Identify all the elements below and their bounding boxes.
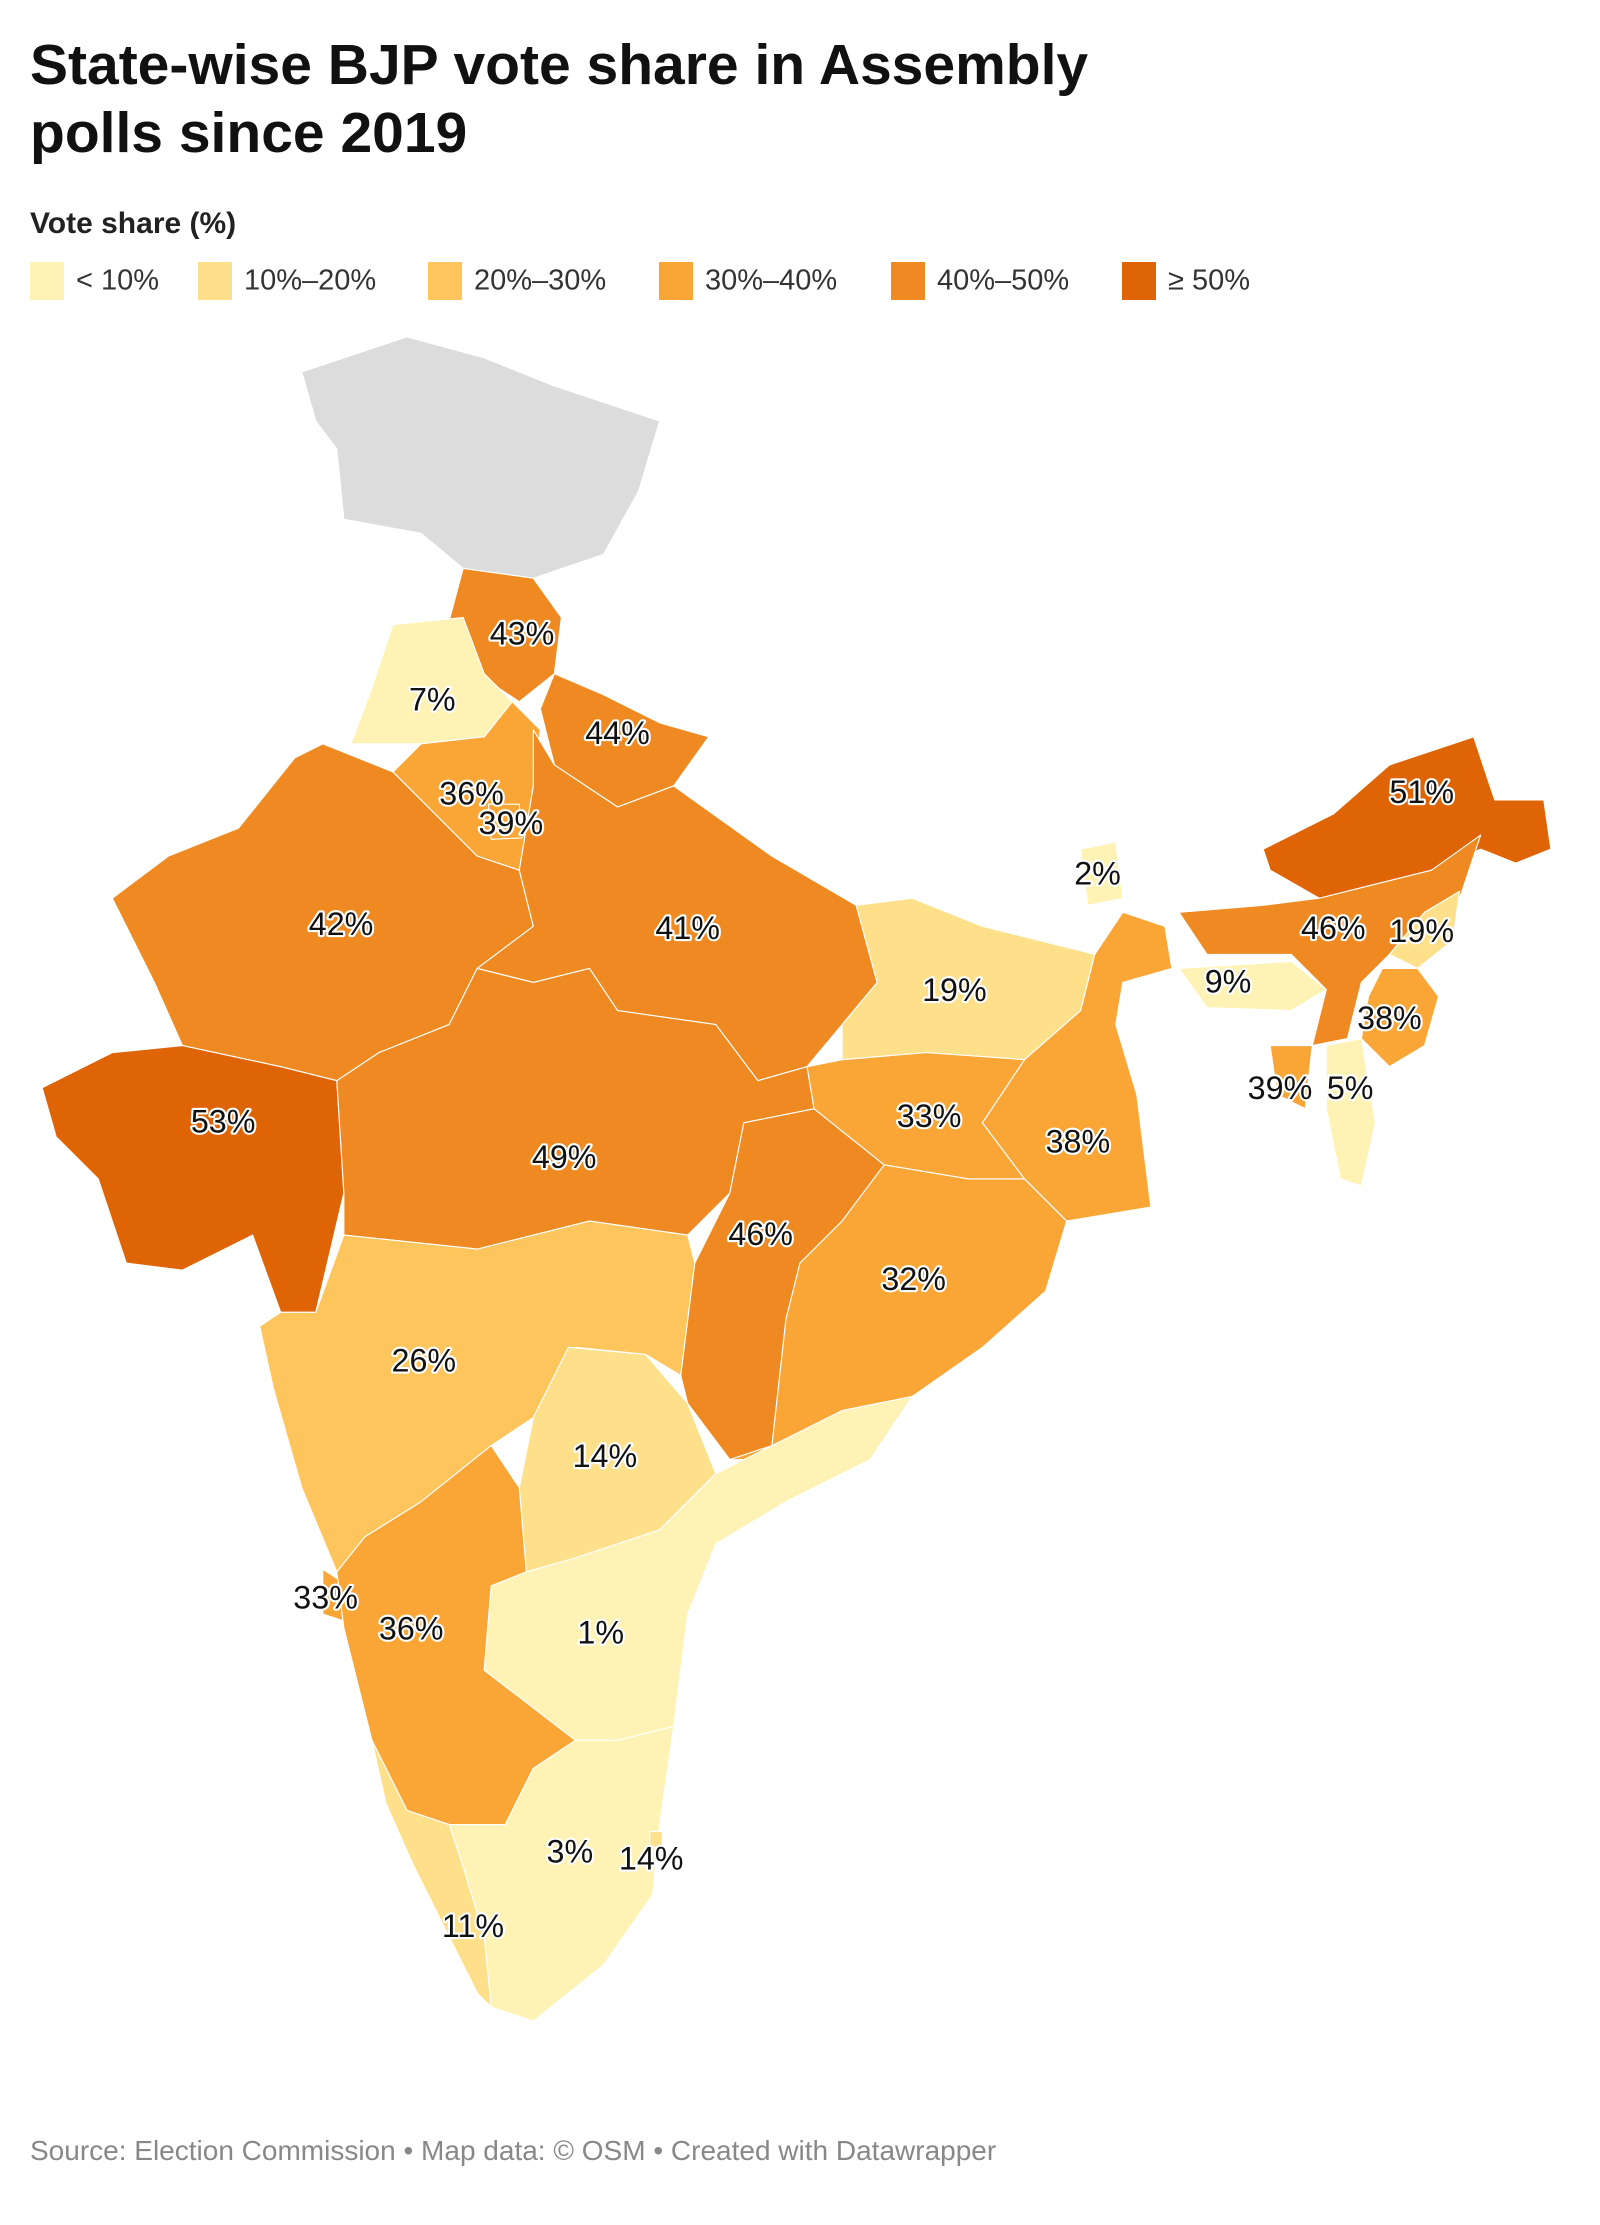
state-value-label: 46% (1301, 910, 1366, 946)
legend-title: Vote share (%) (30, 207, 236, 240)
state-region (1388, 890, 1461, 969)
legend-swatch (198, 262, 232, 300)
state-value-label: 36% (439, 775, 504, 811)
state-value-label: 14% (573, 1438, 638, 1474)
state-value-label: 14% (619, 1841, 684, 1877)
state-region (981, 911, 1173, 1222)
title-line: State-wise BJP vote share in Assembly pol… (30, 33, 1088, 165)
no-data-region (301, 336, 661, 579)
legend-swatch (659, 262, 693, 300)
state-value-label: 51% (1389, 774, 1454, 810)
state-value-label: 19% (922, 972, 987, 1008)
legend-label: ≥ 50% (1168, 265, 1250, 297)
state-value-label: 41% (655, 910, 720, 946)
state-value-label: 1% (577, 1615, 624, 1651)
state-value-label: 7% (409, 681, 456, 717)
state-value-label: 32% (881, 1261, 946, 1297)
state-value-label: 53% (191, 1104, 256, 1140)
state-value-label: 9% (1205, 963, 1252, 999)
state-region (1080, 841, 1124, 906)
state-region (1325, 1038, 1376, 1187)
legend-label: 30%–40% (705, 265, 837, 297)
state-region (41, 1045, 345, 1313)
state-region (1360, 967, 1440, 1068)
state-value-label: 42% (309, 906, 374, 942)
state-value-label: 33% (897, 1098, 962, 1134)
state-value-label: 3% (547, 1834, 594, 1870)
state-region (487, 803, 523, 840)
state-value-label: 49% (532, 1139, 597, 1175)
legend-label: < 10% (76, 265, 159, 297)
state-value-label: 26% (392, 1342, 457, 1378)
legend-swatch (1122, 262, 1156, 300)
legend: < 10% 10%–20% 20%–30% 30%–40% 40%–50% ≥ 50% (30, 262, 1250, 300)
legend-swatch (428, 262, 462, 300)
state-region (649, 1831, 664, 1848)
state-value-label: 39% (1248, 1070, 1313, 1106)
state-value-label: 38% (1046, 1123, 1111, 1159)
map: 43%7%44%36%39%51%2%42% 41% 46% 19%19% 9%38%3… (41, 336, 1552, 2022)
state-value-label: 33% (293, 1580, 358, 1616)
legend-label: 20%–30% (474, 265, 606, 297)
legend-label: 10%–20% (244, 265, 376, 297)
state-value-label: 11% (442, 1908, 504, 1944)
footer: Source: Election Commission • Map data: … (30, 2135, 996, 2166)
state-region (483, 1395, 913, 1741)
state-value-label: 5% (1327, 1070, 1374, 1106)
state-value-label: 39% (479, 805, 544, 841)
state-value-label: 43% (490, 615, 555, 651)
state-region (1262, 736, 1552, 899)
legend-swatch (30, 262, 64, 300)
state-value-label: 44% (585, 715, 650, 751)
state-region (1269, 1045, 1313, 1110)
state-value-label: 19% (1389, 913, 1454, 949)
state-value-label: 46% (728, 1216, 793, 1252)
state-value-label: 36% (379, 1610, 444, 1646)
state-value-label: 2% (1074, 855, 1121, 891)
state-region (1178, 960, 1327, 1012)
legend-label: 40%–50% (937, 265, 1069, 297)
state-value-label: 38% (1357, 1000, 1422, 1036)
legend-swatch (891, 262, 925, 300)
state-region (371, 1739, 492, 2008)
